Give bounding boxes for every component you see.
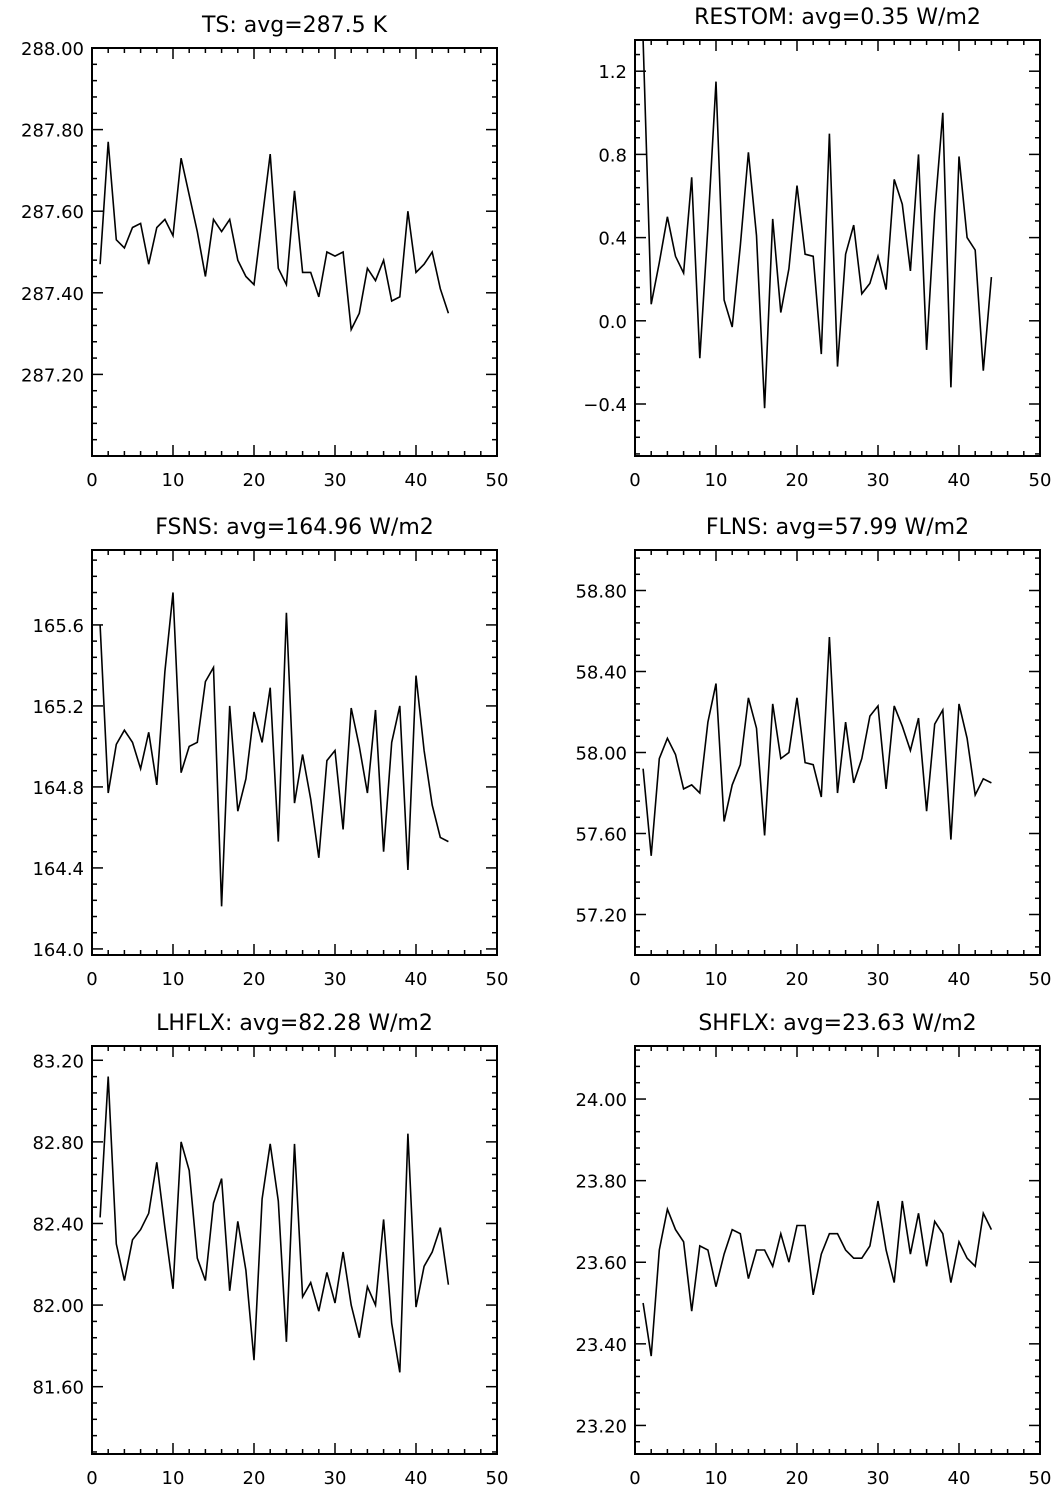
y-tick-label: 81.60: [32, 1378, 84, 1399]
panel-title: FSNS: avg=164.96 W/m2: [155, 515, 434, 540]
x-tick-label: 50: [486, 969, 509, 990]
x-tick-label: 40: [405, 1468, 428, 1489]
x-tick-label: 0: [629, 1468, 640, 1489]
y-tick-label: 0.4: [598, 229, 627, 250]
x-tick-label: 0: [86, 1468, 97, 1489]
y-tick-label: 82.00: [32, 1296, 84, 1317]
x-tick-label: 50: [1029, 969, 1052, 990]
y-tick-label: 82.80: [32, 1133, 84, 1154]
plot-frame: [91, 1045, 498, 1455]
x-tick-label: 20: [786, 969, 809, 990]
x-tick-label: 10: [705, 969, 728, 990]
y-tick-label: 0.0: [598, 312, 627, 333]
y-tick-label: 82.40: [32, 1214, 84, 1235]
y-tick-label: 23.60: [575, 1253, 627, 1274]
x-tick-label: 50: [1029, 470, 1052, 491]
x-tick-label: 10: [162, 470, 185, 491]
y-tick-label: 1.2: [598, 62, 627, 83]
panel-title: TS: avg=287.5 K: [201, 13, 388, 38]
x-tick-label: 30: [324, 470, 347, 491]
x-tick-label: 0: [629, 470, 640, 491]
y-tick-label: 287.60: [21, 202, 84, 223]
x-tick-label: 20: [786, 1468, 809, 1489]
x-tick-label: 0: [629, 969, 640, 990]
x-tick-label: 20: [243, 470, 266, 491]
panel-1: TS: avg=287.5 K 0 10 20 30 40 50 287.20 287.40 28…: [21, 13, 508, 491]
series-line: [642, 637, 992, 856]
x-tick-label: 40: [948, 470, 971, 491]
panel-5: LHFLX: avg=82.28 W/m2 0 10 20 30 40 50 81.60 82.…: [32, 1011, 508, 1489]
series-line: [99, 592, 449, 907]
y-tick-label: 58.00: [575, 744, 627, 765]
panel-title: LHFLX: avg=82.28 W/m2: [156, 1011, 433, 1036]
x-tick-label: 20: [786, 470, 809, 491]
x-tick-label: 30: [324, 1468, 347, 1489]
series-line: [642, 1200, 993, 1357]
panel-4: FLNS: avg=57.99 W/m2 0 10 20 30 40 50 57.20 57.6…: [575, 515, 1051, 990]
panel-title: SHFLX: avg=23.63 W/m2: [698, 1011, 976, 1036]
series-line: [99, 141, 450, 333]
panel-2: RESTOM: avg=0.35 W/m2 0 10 20 30 40 50 −0.4 0.0 0…: [583, 5, 1051, 491]
plot-frame: [634, 1045, 1041, 1455]
panel-title: RESTOM: avg=0.35 W/m2: [694, 5, 981, 30]
y-tick-label: 165.2: [32, 697, 84, 718]
x-tick-label: 40: [405, 470, 428, 491]
x-tick-label: 50: [486, 470, 509, 491]
x-tick-label: 20: [243, 969, 266, 990]
y-tick-label: 57.60: [575, 825, 627, 846]
y-tick-label: 287.80: [21, 121, 84, 142]
x-tick-label: 30: [324, 969, 347, 990]
x-tick-label: 30: [867, 1468, 890, 1489]
panel-6: SHFLX: avg=23.63 W/m2 0 10 20 30 40 50 23.20 23.…: [575, 1011, 1051, 1489]
y-tick-label: 57.20: [575, 906, 627, 927]
panel-title: FLNS: avg=57.99 W/m2: [706, 515, 969, 540]
x-tick-label: 20: [243, 1468, 266, 1489]
x-tick-label: 50: [486, 1468, 509, 1489]
y-tick-label: 165.6: [32, 616, 84, 637]
y-tick-label: 23.20: [575, 1416, 627, 1437]
y-tick-label: 58.40: [575, 663, 627, 684]
x-tick-label: 40: [948, 1468, 971, 1489]
y-tick-label: 83.20: [32, 1051, 84, 1072]
series-line: [642, 39, 993, 409]
y-tick-label: −0.4: [583, 395, 627, 416]
x-tick-label: 40: [948, 969, 971, 990]
x-tick-label: 40: [405, 969, 428, 990]
y-tick-label: 23.80: [575, 1172, 627, 1193]
x-tick-label: 10: [705, 470, 728, 491]
x-tick-label: 10: [705, 1468, 728, 1489]
plot-frame: [91, 549, 498, 956]
x-tick-label: 10: [162, 1468, 185, 1489]
x-tick-label: 0: [86, 969, 97, 990]
y-tick-label: 58.80: [575, 582, 627, 603]
y-tick-label: 164.4: [32, 859, 84, 880]
x-tick-label: 50: [1029, 1468, 1052, 1489]
y-tick-label: 164.0: [32, 940, 84, 961]
x-tick-label: 30: [867, 969, 890, 990]
plot-frame: [634, 39, 1041, 457]
y-tick-label: 287.20: [21, 365, 84, 386]
x-tick-label: 10: [162, 969, 185, 990]
y-tick-label: 164.8: [32, 778, 84, 799]
y-tick-label: 287.40: [21, 284, 84, 305]
x-tick-label: 30: [867, 470, 890, 491]
panel-3: FSNS: avg=164.96 W/m2 0 10 20 30 40 50 164.0 164…: [32, 515, 508, 990]
y-tick-label: 0.8: [598, 145, 627, 166]
series-line: [99, 1076, 450, 1373]
x-tick-label: 0: [86, 470, 97, 491]
y-tick-label: 23.40: [575, 1335, 627, 1356]
y-tick-label: 288.00: [21, 39, 84, 60]
plot-frame: [91, 47, 498, 457]
y-tick-label: 24.00: [575, 1090, 627, 1111]
